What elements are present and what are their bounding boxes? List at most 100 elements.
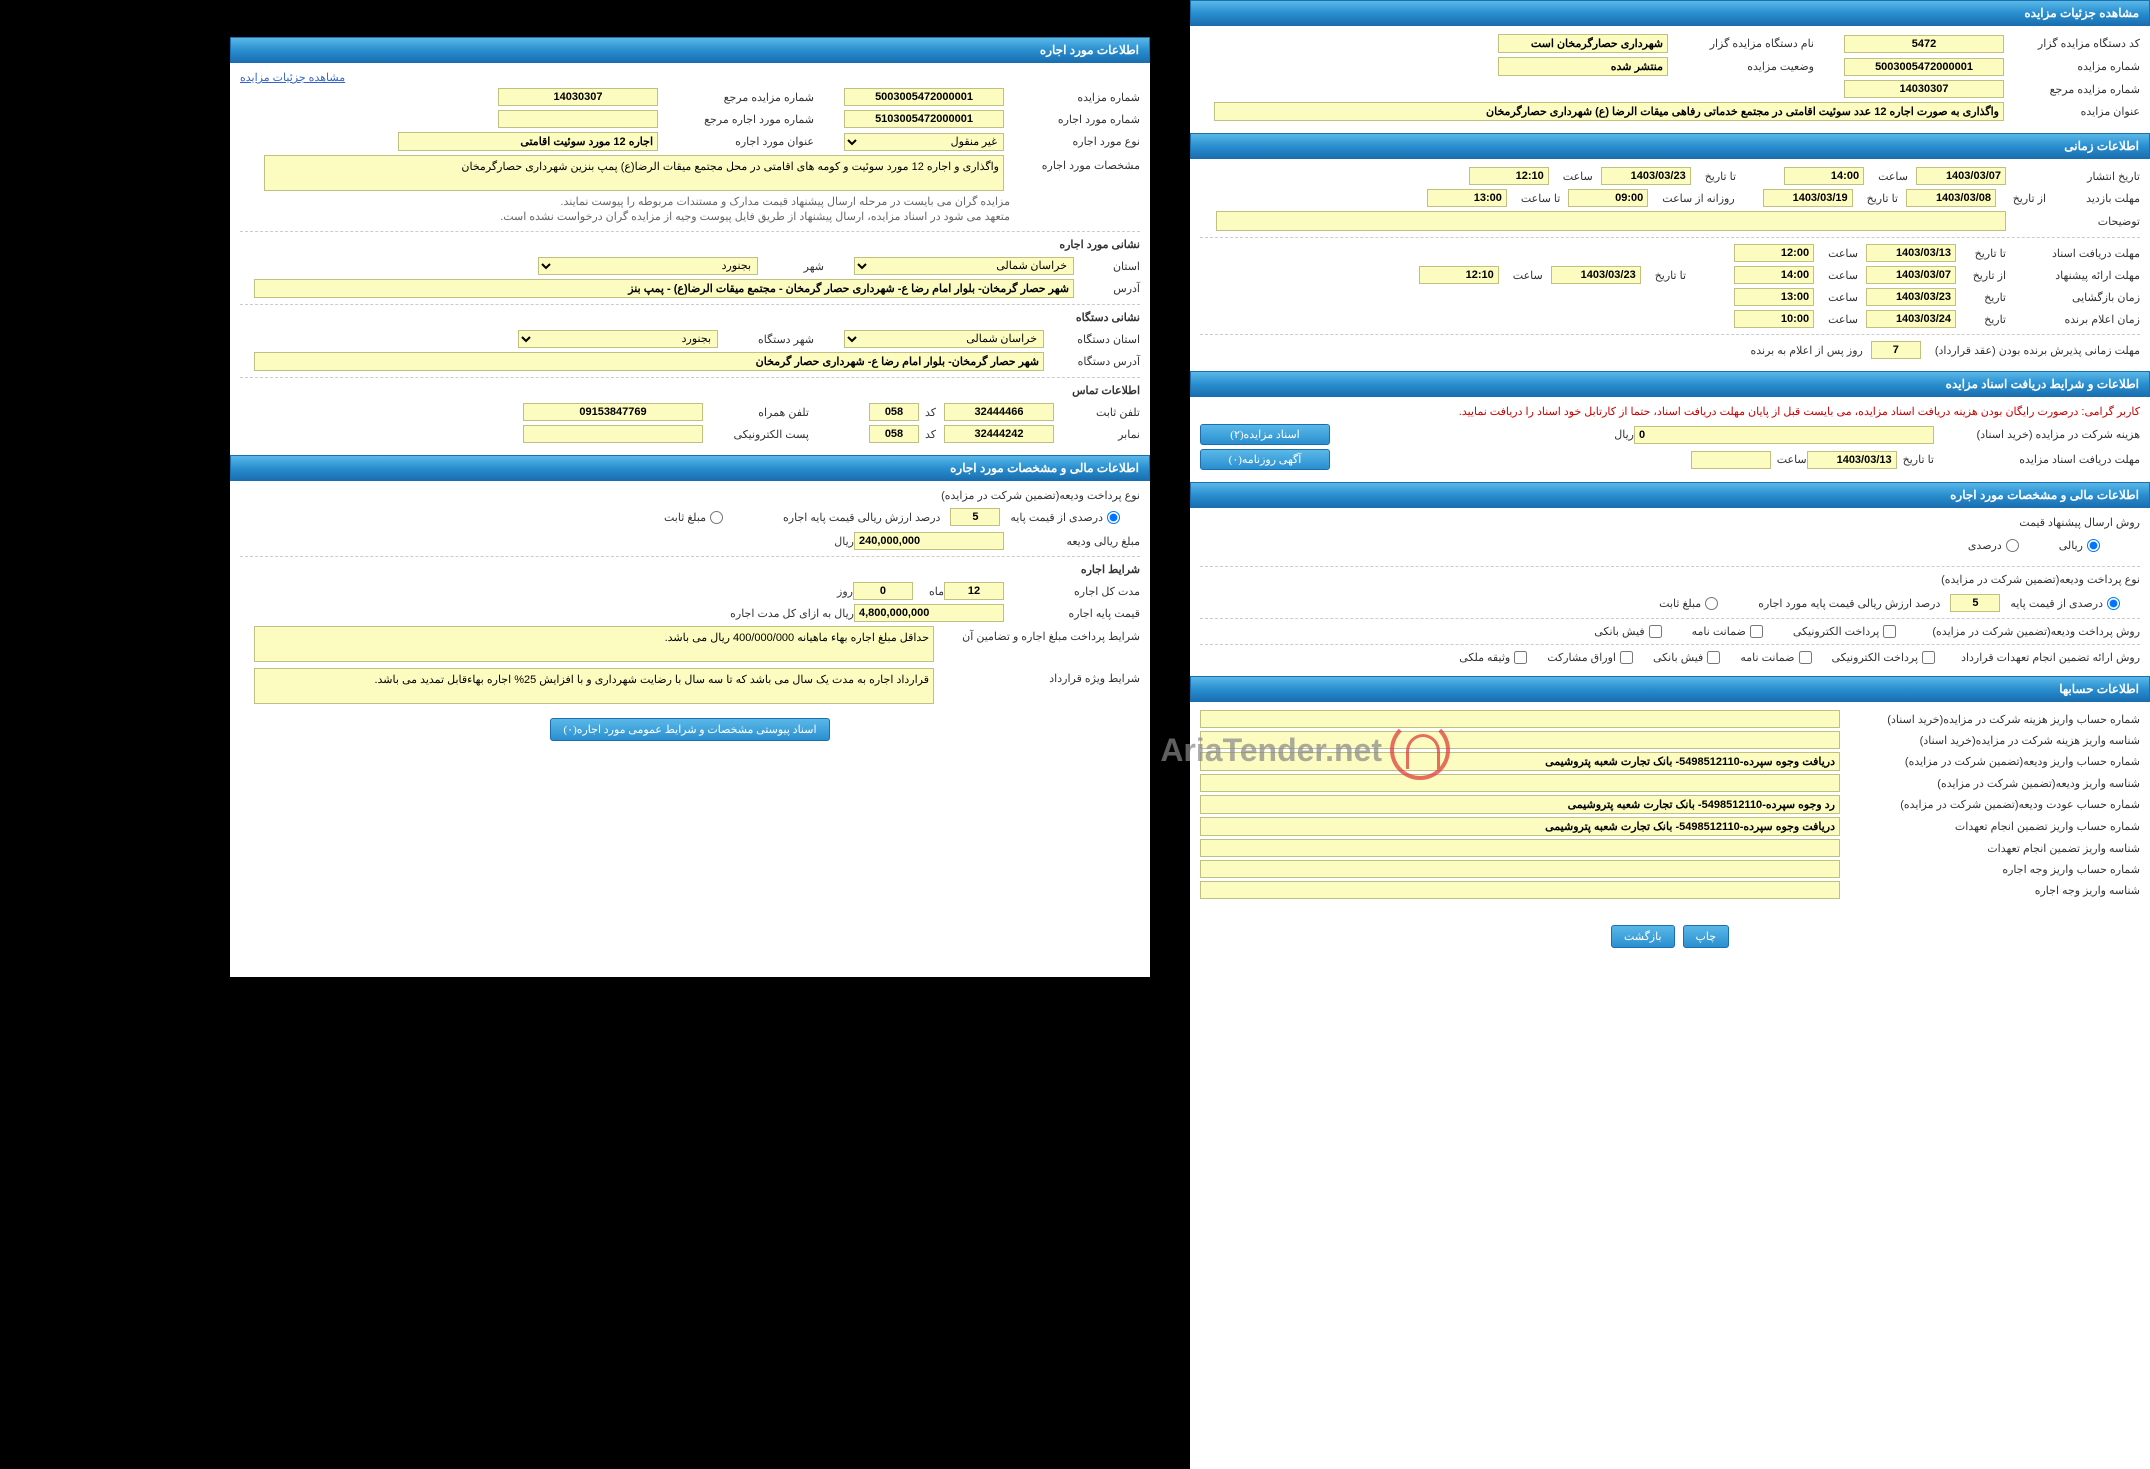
l-radio-fixed-input[interactable] xyxy=(710,511,723,524)
month-label: ماه xyxy=(929,585,944,598)
acc-v3: دریافت وجوه سپرده-5498512110- بانک تجارت… xyxy=(1200,752,1840,771)
check-zamanat-2-input[interactable] xyxy=(1799,651,1812,664)
offer-from: 1403/03/07 xyxy=(1866,266,1956,284)
check-fish-2[interactable]: فیش بانکی xyxy=(1653,651,1720,664)
l-item-ref-label: شماره مورد اجاره مرجع xyxy=(664,113,814,126)
l-item-ref xyxy=(498,110,658,128)
email-label: پست الکترونیکی xyxy=(709,428,809,441)
until-label-1: تا تاریخ xyxy=(1705,170,1736,183)
docs-button-2[interactable]: آگهی روزنامه(٠) xyxy=(1200,449,1330,470)
l-num: 5003005472000001 xyxy=(844,88,1004,106)
winner-label: زمان اعلام برنده xyxy=(2020,313,2140,326)
l-ref: 14030307 xyxy=(498,88,658,106)
l-note2: متعهد می شود در اسناد مزایده، ارسال پیشن… xyxy=(240,210,1010,223)
divider-5 xyxy=(1200,644,2140,645)
docs-until: 1403/03/13 xyxy=(1866,244,1956,262)
divider-l3 xyxy=(240,377,1140,378)
check-elec-2[interactable]: پرداخت الکترونیکی xyxy=(1832,651,1936,664)
dev-province-select[interactable]: خراسان شمالی xyxy=(844,330,1044,348)
details-link[interactable]: مشاهده جزئیات مزایده xyxy=(240,72,345,84)
email-field xyxy=(523,425,703,443)
radio-riali-input[interactable] xyxy=(2087,539,2100,552)
radio-percent[interactable]: درصدی از قیمت پایه 5 درصد ارزش ریالی قیم… xyxy=(1758,594,2120,612)
l-radio-percent-input[interactable] xyxy=(1107,511,1120,524)
duration-months: 12 xyxy=(944,582,1004,600)
code-label: کد xyxy=(925,406,936,419)
hour-label-8: ساعت xyxy=(1777,453,1807,466)
back-button[interactable]: بازگشت xyxy=(1611,925,1675,948)
radio-fixed-input[interactable] xyxy=(1705,597,1718,610)
l-radio-fixed[interactable]: مبلغ ثابت xyxy=(664,511,723,524)
pub-date: 1403/03/07 xyxy=(1916,167,2006,185)
pay-terms-field: حداقل مبلغ اجاره بهاء ماهیانه 400/000/00… xyxy=(254,626,934,662)
province-select[interactable]: خراسان شمالی xyxy=(854,257,1074,275)
acc-l2: شناسه واریز هزینه شرکت در مزایده(خرید اس… xyxy=(1840,734,2140,747)
acc-v8 xyxy=(1200,860,1840,878)
l-ref-label: شماره مزایده مرجع xyxy=(664,91,814,104)
check-fish-2-input[interactable] xyxy=(1707,651,1720,664)
name-label: نام دستگاه مزایده گزار xyxy=(1674,37,1814,50)
radio-darsadi[interactable]: درصدی xyxy=(1968,539,2019,552)
acc-l1: شماره حساب واریز هزینه شرکت در مزایده(خر… xyxy=(1840,713,2140,726)
city-select[interactable]: بجنورد xyxy=(538,257,758,275)
check-oragh-input[interactable] xyxy=(1620,651,1633,664)
contact-section: اطلاعات تماس xyxy=(1072,385,1140,397)
l-radio-percent[interactable]: درصدی از قیمت پایه 5 درصد ارزش ریالی قیم… xyxy=(783,508,1120,526)
mobile-field: 09153847769 xyxy=(523,403,703,421)
acc-v2 xyxy=(1200,731,1840,749)
docs-warning: کاربر گرامی: درصورت رایگان بودن هزینه در… xyxy=(1200,405,2140,418)
accept-label: مهلت زمانی پذیرش برنده بودن (عقد قرارداد… xyxy=(1935,344,2140,357)
check-zamanat-input[interactable] xyxy=(1750,625,1763,638)
addr-section: نشانی مورد اجاره xyxy=(1059,239,1140,251)
l-title: اجاره 12 مورد سوئیت اقامتی xyxy=(398,132,658,151)
check-elec-2-input[interactable] xyxy=(1922,651,1935,664)
pay-method-label: روش پرداخت ودیعه(تضمین شرکت در مزایده) xyxy=(1932,625,2140,638)
check-fish[interactable]: فیش بانکی xyxy=(1594,625,1661,638)
acc-v4 xyxy=(1200,774,1840,792)
day-label: روز xyxy=(837,585,853,598)
until-label-3: تا تاریخ xyxy=(1970,247,2006,260)
hour-label-1: ساعت xyxy=(1878,170,1908,183)
print-button[interactable]: چاپ xyxy=(1683,925,1730,948)
check-elec[interactable]: پرداخت الکترونیکی xyxy=(1793,625,1897,638)
radio-fixed[interactable]: مبلغ ثابت xyxy=(1659,597,1718,610)
dev-city-select[interactable]: بجنورد xyxy=(518,330,718,348)
mobile-label: تلفن همراه xyxy=(709,406,809,419)
pub-until-hour: 12:10 xyxy=(1469,167,1549,185)
ref-label: شماره مزایده مرجع xyxy=(2010,83,2140,96)
fee-field: 0 xyxy=(1634,426,1934,444)
docs-button-1[interactable]: اسناد مزایده(۲) xyxy=(1200,424,1330,445)
radio-riali[interactable]: ریالی xyxy=(2059,539,2100,552)
open-date: 1403/03/23 xyxy=(1866,288,1956,306)
attach-button[interactable]: اسناد پیوستی مشخصات و شرایط عمومی مورد ا… xyxy=(550,718,829,741)
header-timing: اطلاعات زمانی xyxy=(1190,133,2150,159)
acc-l9: شناسه واریز وجه اجاره xyxy=(1840,884,2140,897)
check-elec-input[interactable] xyxy=(1883,625,1896,638)
city-label: شهر xyxy=(764,260,824,273)
check-vasighe[interactable]: وثیقه ملکی xyxy=(1459,651,1527,664)
addr-label: آدرس xyxy=(1080,282,1140,295)
right-panel: مشاهده جزئیات مزایده کد دستگاه مزایده گز… xyxy=(1190,0,2150,1469)
divider-l4 xyxy=(240,556,1140,557)
footer-buttons: چاپ بازگشت xyxy=(1190,910,2150,963)
special-label: شرایط ویژه قرارداد xyxy=(940,668,1140,685)
radio-percent-input[interactable] xyxy=(2107,597,2120,610)
acc-l6: شماره حساب واریز تضمین انجام تعهدات xyxy=(1840,820,2140,833)
fee-label: هزینه شرکت در مزایده (خرید اسناد) xyxy=(1940,428,2140,441)
auction-details-body: کد دستگاه مزایده گزار 5472 نام دستگاه مز… xyxy=(1190,26,2150,133)
acc-l7: شناسه واریز تضمین انجام تعهدات xyxy=(1840,842,2140,855)
radio-darsadi-input[interactable] xyxy=(2006,539,2019,552)
fax-label: نمابر xyxy=(1060,428,1140,441)
title-label: عنوان مزایده xyxy=(2010,105,2140,118)
base-label: قیمت پایه اجاره xyxy=(1010,607,1140,620)
check-vasighe-input[interactable] xyxy=(1514,651,1527,664)
acc-l5: شماره حساب عودت ودیعه(تضمین شرکت در مزای… xyxy=(1840,798,2140,811)
check-fish-input[interactable] xyxy=(1649,625,1662,638)
check-zamanat[interactable]: ضمانت نامه xyxy=(1692,625,1763,638)
check-zamanat-2[interactable]: ضمانت نامه xyxy=(1740,651,1811,664)
docs-hour: 12:00 xyxy=(1734,244,1814,262)
ref-field: 14030307 xyxy=(1844,80,2004,98)
from-label-2: از تاریخ xyxy=(1970,269,2006,282)
l-type-select[interactable]: غیر منقول xyxy=(844,133,1004,151)
check-oragh[interactable]: اوراق مشارکت xyxy=(1547,651,1633,664)
